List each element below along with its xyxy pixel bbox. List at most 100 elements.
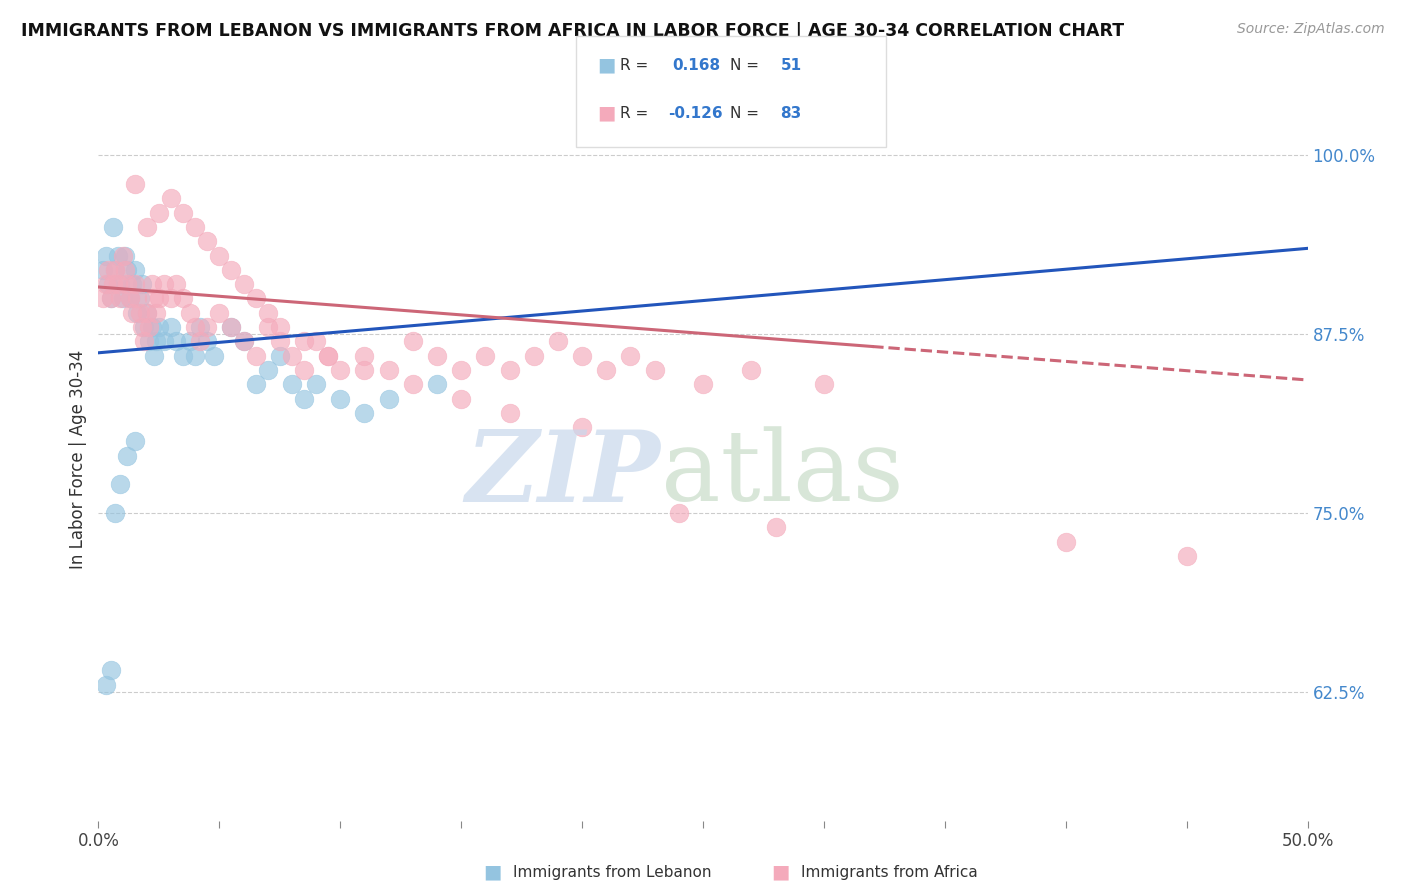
Text: R =: R = bbox=[620, 58, 654, 72]
Point bbox=[152, 277, 174, 292]
Point bbox=[208, 248, 231, 262]
Point bbox=[184, 349, 207, 363]
Point bbox=[256, 320, 278, 334]
Point bbox=[160, 191, 183, 205]
Point bbox=[1175, 549, 1198, 563]
Point bbox=[571, 420, 593, 434]
Point bbox=[426, 377, 449, 392]
Point bbox=[245, 349, 267, 363]
Point bbox=[124, 262, 146, 277]
Point bbox=[145, 306, 167, 320]
Point bbox=[195, 234, 218, 248]
Text: ZIP: ZIP bbox=[465, 425, 661, 522]
Point bbox=[245, 292, 267, 306]
Point bbox=[135, 219, 157, 234]
Text: Immigrants from Lebanon: Immigrants from Lebanon bbox=[513, 865, 711, 880]
Point bbox=[148, 292, 170, 306]
Point bbox=[118, 292, 141, 306]
Text: 83: 83 bbox=[780, 106, 801, 120]
Point bbox=[316, 349, 339, 363]
Point bbox=[281, 377, 304, 392]
Point bbox=[131, 320, 153, 334]
Point bbox=[692, 377, 714, 392]
Point bbox=[148, 205, 170, 219]
Point bbox=[124, 277, 146, 292]
Point bbox=[329, 363, 352, 377]
Text: 0.168: 0.168 bbox=[672, 58, 720, 72]
Point bbox=[221, 262, 243, 277]
Text: IMMIGRANTS FROM LEBANON VS IMMIGRANTS FROM AFRICA IN LABOR FORCE | AGE 30-34 COR: IMMIGRANTS FROM LEBANON VS IMMIGRANTS FR… bbox=[21, 22, 1125, 40]
Text: ■: ■ bbox=[598, 103, 616, 123]
Point bbox=[245, 377, 267, 392]
Point bbox=[281, 349, 304, 363]
Point bbox=[91, 292, 114, 306]
Point bbox=[124, 434, 146, 449]
Point bbox=[184, 219, 207, 234]
Point bbox=[571, 349, 593, 363]
Point bbox=[232, 277, 254, 292]
Text: Source: ZipAtlas.com: Source: ZipAtlas.com bbox=[1237, 22, 1385, 37]
Point bbox=[152, 334, 174, 349]
Point bbox=[256, 363, 278, 377]
Point bbox=[474, 349, 496, 363]
Point bbox=[292, 363, 315, 377]
Point bbox=[221, 320, 243, 334]
Point bbox=[127, 292, 149, 306]
Point bbox=[450, 392, 472, 406]
Y-axis label: In Labor Force | Age 30-34: In Labor Force | Age 30-34 bbox=[69, 350, 87, 569]
Point bbox=[111, 292, 134, 306]
Point bbox=[305, 334, 328, 349]
Point bbox=[100, 292, 122, 306]
Point bbox=[104, 262, 127, 277]
Point bbox=[353, 349, 375, 363]
Point bbox=[353, 406, 375, 420]
Point bbox=[104, 506, 127, 520]
Point bbox=[232, 334, 254, 349]
Text: -0.126: -0.126 bbox=[668, 106, 723, 120]
Point bbox=[402, 377, 425, 392]
Point bbox=[128, 306, 150, 320]
Point bbox=[114, 248, 136, 262]
Point bbox=[813, 377, 835, 392]
Point bbox=[131, 277, 153, 292]
Point bbox=[134, 334, 156, 349]
Point bbox=[121, 277, 143, 292]
Point bbox=[179, 334, 201, 349]
Point bbox=[134, 320, 156, 334]
Point bbox=[100, 292, 122, 306]
Point bbox=[232, 334, 254, 349]
Point bbox=[256, 306, 278, 320]
Point bbox=[138, 320, 160, 334]
Point bbox=[179, 306, 201, 320]
Point bbox=[595, 363, 617, 377]
Point bbox=[165, 277, 187, 292]
Point bbox=[619, 349, 641, 363]
Point bbox=[143, 349, 166, 363]
Point bbox=[141, 320, 163, 334]
Point bbox=[104, 262, 127, 277]
Point bbox=[160, 320, 183, 334]
Text: 51: 51 bbox=[780, 58, 801, 72]
Point bbox=[135, 306, 157, 320]
Point bbox=[269, 334, 291, 349]
Point bbox=[94, 678, 117, 692]
Point bbox=[208, 306, 231, 320]
Point bbox=[117, 262, 139, 277]
Point bbox=[353, 363, 375, 377]
Text: N =: N = bbox=[730, 106, 763, 120]
Point bbox=[188, 334, 211, 349]
Point bbox=[124, 177, 146, 191]
Point bbox=[402, 334, 425, 349]
Point bbox=[97, 262, 120, 277]
Point bbox=[108, 477, 131, 491]
Point bbox=[547, 334, 569, 349]
Point bbox=[148, 320, 170, 334]
Point bbox=[316, 349, 339, 363]
Point bbox=[184, 320, 207, 334]
Point bbox=[1054, 534, 1077, 549]
Point bbox=[765, 520, 787, 534]
Point bbox=[101, 277, 124, 292]
Point bbox=[292, 334, 315, 349]
Point bbox=[377, 363, 399, 377]
Point bbox=[195, 334, 218, 349]
